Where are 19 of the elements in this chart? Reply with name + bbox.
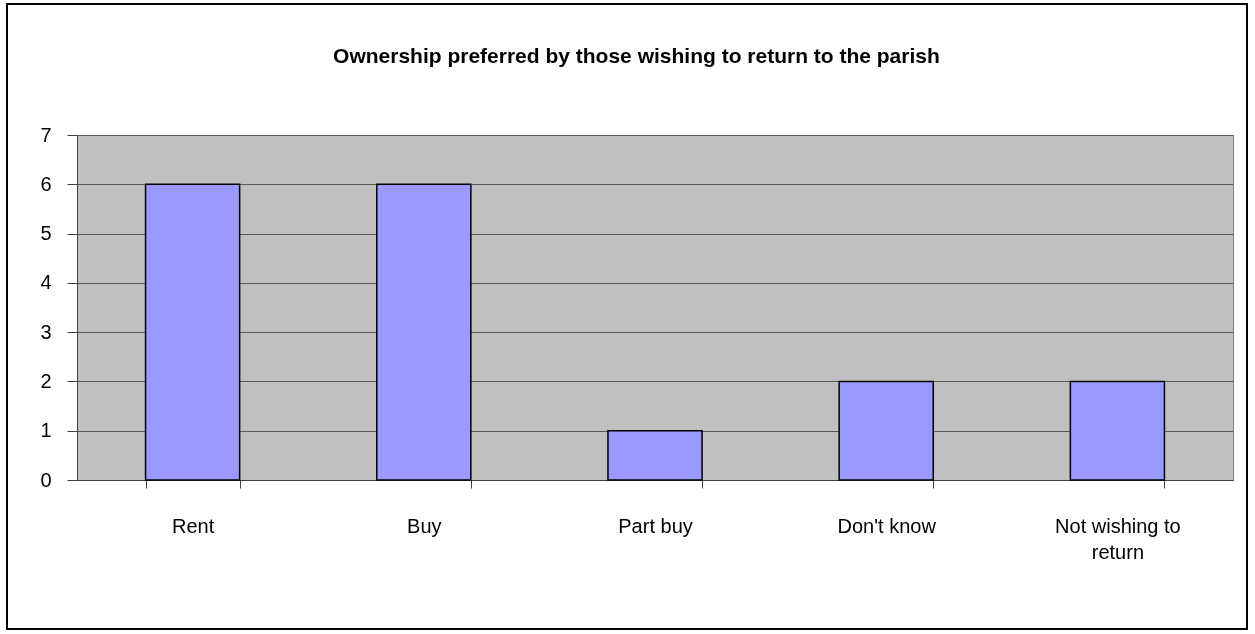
- y-tick-label: 7: [40, 123, 52, 146]
- y-tick-label: 4: [40, 271, 52, 294]
- y-tick-label: 6: [40, 172, 52, 195]
- x-tick-label: Not wishing to return: [1055, 514, 1181, 563]
- y-tick-label: 3: [40, 320, 52, 343]
- y-tick-label: 0: [40, 468, 52, 491]
- chart-title: Ownership preferred by those wishing to return to the parish: [333, 44, 940, 67]
- x-tick-label: Don't know: [837, 514, 937, 537]
- bar: [1069, 380, 1166, 481]
- x-tick-label: Rent: [171, 514, 215, 537]
- x-tick-label: Buy: [407, 514, 442, 537]
- bar: [838, 380, 934, 481]
- y-tick-label: 2: [40, 369, 52, 392]
- y-tick-label: 5: [40, 222, 52, 245]
- y-tick-label: 1: [40, 419, 52, 442]
- bar: [376, 183, 472, 481]
- bar: [607, 429, 703, 481]
- x-tick-label: Part buy: [618, 514, 693, 537]
- bar: [144, 183, 241, 481]
